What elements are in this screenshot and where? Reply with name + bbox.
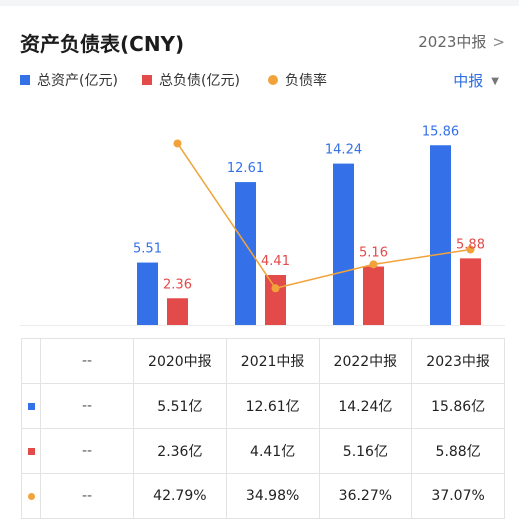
table-header-row: -- 2020中报 2021中报 2022中报 2023中报 — [21, 338, 505, 384]
filter-label: 中报 — [453, 72, 484, 90]
legend-item-total-liabilities[interactable]: 总负债(亿元) — [142, 70, 240, 90]
table-key-cell — [21, 383, 41, 429]
debt-ratio-point — [173, 139, 182, 148]
table-row: -- 42.79% 34.98% 36.27% 37.07% — [21, 473, 505, 519]
table-cell: 42.79% — [133, 473, 227, 519]
bar-total-liabilities — [363, 266, 384, 325]
bar-label-total-assets: 14.24 — [325, 143, 362, 158]
table-key-cell — [21, 473, 41, 519]
table-cell: 4.41亿 — [225, 428, 320, 474]
bar-total-liabilities — [265, 275, 286, 325]
legend-label: 总负债(亿元) — [159, 73, 240, 89]
legend-marker-square-icon — [142, 75, 152, 85]
chevron-right-icon: > — [492, 33, 505, 51]
legend-item-total-assets[interactable]: 总资产(亿元) — [20, 70, 118, 90]
period-link[interactable]: 2023中报 > — [418, 31, 505, 52]
top-strip — [0, 0, 519, 6]
caret-down-icon: ▼ — [491, 76, 499, 87]
legend-marker-square-icon — [20, 75, 30, 85]
table-cell: -- — [40, 428, 134, 474]
orange-dot-icon — [27, 493, 35, 500]
bar-total-assets — [333, 163, 354, 325]
table-header-cell: -- — [40, 338, 134, 384]
legend-item-debt-ratio[interactable]: 负债率 — [268, 70, 327, 90]
bar-total-assets — [137, 262, 158, 325]
bar-line-chart: 5.51 2.36 12.61 4.41 14.24 5.16 15.86 5.88 — [20, 124, 505, 326]
table-key-cell — [21, 428, 41, 474]
table-cell: -- — [40, 383, 134, 429]
bar-label-total-liabilities: 2.36 — [163, 277, 192, 292]
blue-square-icon — [27, 403, 35, 410]
debt-ratio-point — [369, 260, 378, 269]
table-header-cell: 2020中报 — [133, 338, 227, 384]
bar-label-total-assets: 12.61 — [227, 161, 264, 176]
card-header: 资产负债表(CNY) 2023中报 > — [0, 6, 519, 66]
bar-label-total-liabilities: 5.16 — [359, 246, 388, 261]
table-key-cell — [21, 338, 41, 384]
bar-label-total-assets: 15.86 — [422, 124, 459, 139]
debt-ratio-point — [271, 284, 280, 293]
table-cell: 37.07% — [411, 473, 505, 519]
table-header-cell: 2021中报 — [225, 338, 320, 384]
chart-title: 资产负债表(CNY) — [20, 32, 185, 56]
bar-label-total-liabilities: 4.41 — [261, 254, 290, 269]
legend-label: 负债率 — [285, 73, 327, 89]
table-cell: 34.98% — [225, 473, 320, 519]
table-cell: 12.61亿 — [225, 383, 320, 429]
bar-total-liabilities — [460, 258, 481, 325]
debt-ratio-point — [466, 245, 475, 254]
bar-label-total-assets: 5.51 — [133, 242, 162, 257]
period-link-label: 2023中报 — [418, 33, 487, 51]
table-row: -- 5.51亿 12.61亿 14.24亿 15.86亿 — [21, 383, 505, 429]
table-header-cell: 2023中报 — [411, 338, 505, 384]
table-header-cell: 2022中报 — [318, 338, 413, 384]
table-cell: 2.36亿 — [133, 428, 227, 474]
bar-total-assets — [235, 182, 256, 325]
table-cell: 5.88亿 — [411, 428, 505, 474]
table-cell: 5.51亿 — [133, 383, 227, 429]
legend-label: 总资产(亿元) — [37, 73, 118, 89]
table-cell: 14.24亿 — [318, 383, 413, 429]
chart-legend: 总资产(亿元) 总负债(亿元) 负债率 — [20, 70, 500, 92]
table-row: -- 2.36亿 4.41亿 5.16亿 5.88亿 — [21, 428, 505, 474]
debt-ratio-line — [176, 143, 471, 290]
bar-total-liabilities — [167, 298, 188, 325]
table-cell: -- — [40, 473, 134, 519]
period-filter-dropdown[interactable]: 中报 ▼ — [453, 70, 499, 91]
legend-marker-dot-icon — [268, 75, 278, 85]
data-table: -- 2020中报 2021中报 2022中报 2023中报 -- 5.51亿 … — [21, 338, 505, 519]
table-cell: 15.86亿 — [411, 383, 505, 429]
table-cell: 36.27% — [318, 473, 413, 519]
table-cell: 5.16亿 — [318, 428, 413, 474]
bar-label-total-liabilities: 5.88 — [456, 237, 485, 252]
red-square-icon — [27, 448, 35, 455]
bar-total-assets — [430, 145, 451, 325]
